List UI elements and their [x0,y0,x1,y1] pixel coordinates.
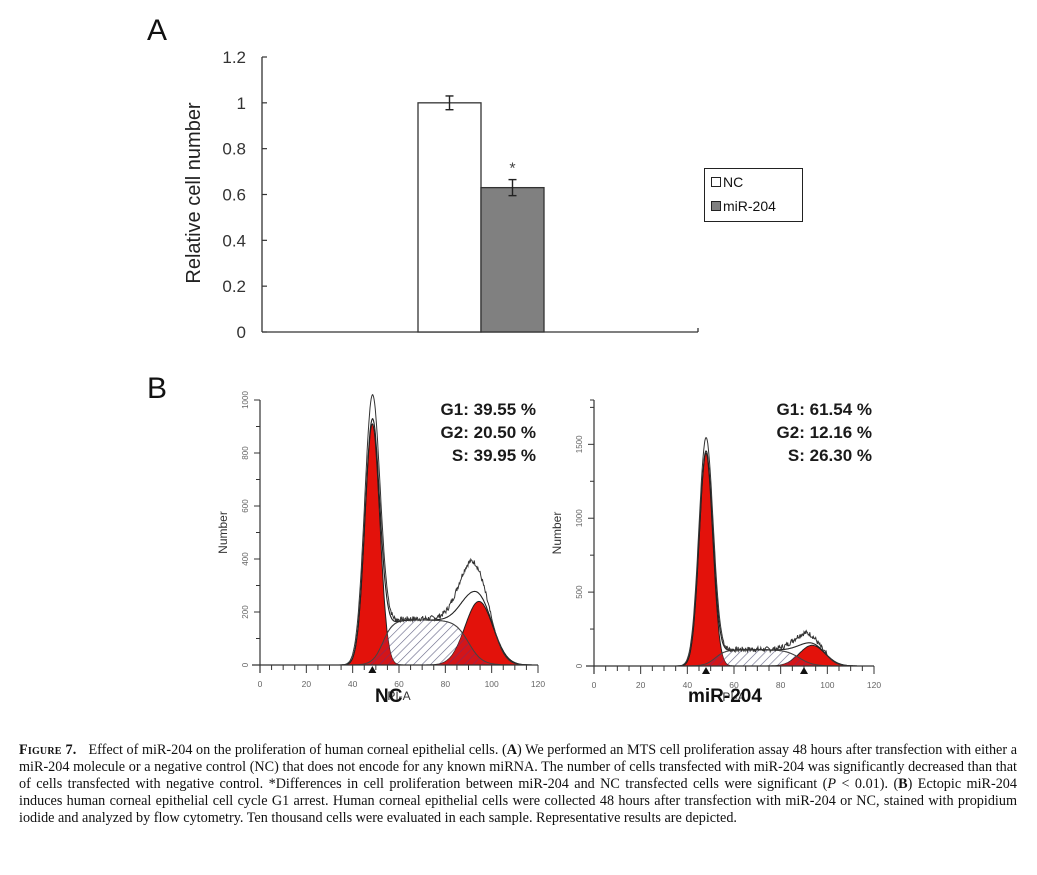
phase-percentage: G2: 12.16 % [777,423,872,442]
raw-histogram [317,394,534,666]
x-tick-label: 100 [820,680,834,690]
y-tick-label: 0 [575,663,584,668]
phase-percentage: S: 26.30 % [788,446,872,465]
phase-percentage: S: 39.95 % [452,446,536,465]
y-tick-label: 0.6 [222,186,246,205]
fit-curve [652,450,870,667]
y-axis-label: Relative cell number [183,102,205,284]
x-tick-label: 120 [531,679,545,689]
y-tick-label: 1 [237,94,246,113]
phase-percentage: G1: 61.54 % [777,400,872,419]
y-tick-label: 500 [575,585,584,599]
peak-marker-icon [368,666,377,673]
y-tick-label: 600 [241,499,250,513]
histogram-title-mir204: miR-204 [688,686,762,707]
y-tick-label: 0.4 [222,231,246,250]
caption-text-3: < 0.01). ( [836,776,899,792]
g1-peak-area [317,423,534,666]
x-tick-label: 20 [302,679,312,689]
y-tick-label: 0.2 [222,277,246,296]
y-tick-label: 1000 [575,509,584,527]
x-tick-label: 0 [592,680,597,690]
s-phase-area [317,619,534,666]
raw-histogram [652,436,870,667]
x-tick-label: 40 [348,679,358,689]
legend-label-nc: NC [723,174,744,190]
bar-chart-a: 0 0.2 0.4 0.6 0.8 1 1.2 * Relative cell number [183,48,699,342]
legend-swatch-nc [711,177,721,187]
legend-item-nc: NC [711,174,743,190]
panel-label-a: A [147,14,168,47]
phase-percentage: G2: 20.50 % [441,423,536,442]
y-tick-label: 0 [237,323,246,342]
g2-peak-area [652,644,870,667]
figure-label: Figure 7. [19,742,77,758]
y-axis-label: Number [550,512,564,555]
caption-p: P [827,776,837,792]
legend: NC miR-204 [704,168,803,222]
g2-peak-area [317,600,534,666]
s-overlap-area [317,633,534,665]
legend-item-mir204: miR-204 [711,198,776,214]
figure-caption: Figure 7. Effect of miR-204 on the prolif… [19,742,1017,827]
x-tick-label: 0 [258,679,263,689]
x-tick-label: 100 [485,679,499,689]
x-tick-label: 20 [636,680,646,690]
caption-text-2: ) We performed an MTS cell proliferation… [19,742,1017,792]
peak-marker-icon [800,667,808,674]
y-tick-label: 0.8 [222,140,246,159]
phase-percentage: G1: 39.55 % [441,400,536,419]
caption-ref-b: B [898,776,908,792]
bar-nc [417,102,482,333]
x-tick-label: 80 [441,679,451,689]
caption-text-4: ) Ectopic miR-204 induces human corneal … [19,776,1017,826]
significance-marker: * [509,161,515,178]
s-phase-curve [317,619,534,666]
s-phase-area [652,649,870,667]
g1-peak-area [652,452,870,667]
y-tick-label: 800 [241,446,250,460]
x-tick-label: 80 [776,680,786,690]
s-overlap-area [652,653,870,666]
fit-curve [317,417,534,666]
x-tick-label: 120 [867,680,881,690]
y-tick-label: 0 [241,662,250,667]
caption-text-1: Effect of miR-204 on the proliferation o… [88,742,507,758]
caption-ref-a: A [506,742,517,758]
legend-swatch-mir204 [711,201,721,211]
y-tick-label: 1500 [575,435,584,453]
y-axis-label: Number [216,511,230,554]
histogram-title-nc: NC [375,686,403,707]
legend-label-mir204: miR-204 [723,198,776,214]
y-tick-label: 200 [241,605,250,619]
bar-mir-204 [480,186,545,333]
y-tick-label: 1.2 [222,48,246,67]
y-tick-label: 400 [241,552,250,566]
panel-label-b: B [147,372,168,405]
s-phase-curve [652,649,870,667]
y-tick-label: 1000 [241,391,250,409]
peak-marker-icon [702,667,710,674]
